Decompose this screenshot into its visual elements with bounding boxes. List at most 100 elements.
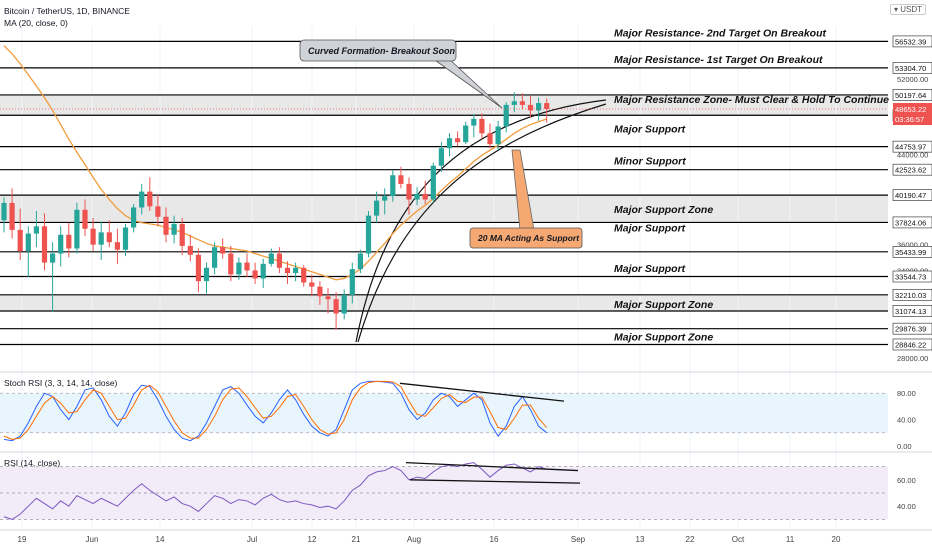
time-tick-label: 22 [686,535,695,544]
candle-body [244,262,250,271]
level-label: Major Support [614,123,686,135]
last-price-value: 48653.22 [895,105,926,114]
level-tag-text: 33544.73 [895,273,926,282]
curve-lower [357,103,607,343]
level-tag [892,216,932,229]
time-axis[interactable]: 19 Jun 14 Jul 12 21 Aug 16 Sep 13 22 Oct 11 20 [0,529,932,544]
callout-box [299,39,457,62]
level-tag [892,62,932,74]
level-tag-text: 53304.70 [895,64,926,73]
level-tag-text: 40190.47 [895,191,926,200]
level-label: Major Support [614,222,686,234]
candle-body [114,242,120,250]
ma-line [3,45,547,281]
candle-body [90,228,96,245]
level-tag [892,163,932,176]
time-tick-label: Sep [571,535,586,544]
candle-body [503,104,509,127]
last-price-tag [893,103,932,126]
level-tag [892,246,932,258]
level-tag-text: 31074.13 [895,307,926,316]
candle-body [276,253,282,268]
level-tag [892,305,932,317]
candle-body [33,226,39,234]
candle-body [284,267,291,274]
candle-body [301,267,307,283]
time-tick-label: Jul [247,535,257,544]
candle-body [390,175,396,197]
stoch-band [0,393,888,433]
level-tag-text: 37824.06 [895,218,926,227]
level-label: Major Support Zone [614,299,713,311]
rsi-lower-trendline [409,479,581,484]
price-tick-label: 36000.00 [897,241,928,250]
candle-body [171,223,177,235]
candle-body [260,263,266,279]
time-tick-label: 11 [786,535,795,544]
candle-body [106,232,112,243]
level-tag-text: 32210.03 [895,291,926,300]
candle-body [187,245,193,255]
candle-body [422,193,428,200]
candle-body [131,207,137,228]
candle-body [414,193,420,200]
zone-band [0,94,888,116]
candle-body [463,125,469,143]
zone-label: Major Resistance Zone- Must Clear & Hold… [614,94,889,106]
candle-body [268,253,274,264]
stoch-tick-label: 40.00 [897,416,916,425]
curve-upper [355,99,607,343]
level-tag-text: 42523.62 [895,166,926,175]
level-label: Minor Support [614,156,686,168]
candle-body [147,191,153,207]
candle-body [536,103,542,111]
stoch-tick-label: 80.00 [897,389,916,398]
rsi-tick-label: 40.00 [897,502,916,511]
currency-badge[interactable]: ▾ USDT [889,4,926,15]
level-tag-text: 28846.22 [895,340,926,349]
candle-body [50,253,56,263]
level-tag [892,288,932,301]
candle-body [519,101,525,105]
candle-body [236,262,242,275]
callout-text: 20 MA Acting As Support [477,233,580,243]
candle-body [220,247,226,254]
candle-body [382,196,388,201]
candle-body [479,118,485,134]
candle-body [163,216,169,235]
stoch-rsi-pane: 0.00 40.00 80.00 [0,371,932,451]
time-tick-label: Aug [407,535,421,544]
candle-body [544,103,550,110]
level-tag-text: 44753.97 [895,143,926,152]
candle-body [293,267,299,274]
candle-body [66,234,72,249]
time-tick-label: Jun [86,535,99,544]
ma-legend: MA (20, close, 0) [4,18,68,28]
rsi-tick-label: 60.00 [897,476,916,485]
stoch-tick-label: 0.00 [897,442,912,451]
zone-bands [0,94,888,311]
level-tag-text: 56532.39 [895,37,926,46]
candle-body [325,296,331,300]
candle-body [471,118,477,126]
candle-body [58,234,64,254]
stoch-pane-title: Stoch RSI (3, 3, 14, 14, close) [4,378,118,388]
candle-body [365,215,372,254]
candle-body [179,223,185,246]
price-axis[interactable]: 28000.0034000.0036000.0038000.0044000.00… [0,35,932,363]
candles [1,92,550,330]
stoch-trendline [399,382,565,402]
candle-body [41,226,48,263]
rsi-upper-trendline [405,461,579,472]
candle-body [406,183,412,200]
level-tag [892,270,932,283]
level-tag-text: 29876.39 [895,325,926,334]
level-tag [892,140,932,153]
rsi-line [3,462,547,520]
time-tick-label: 20 [832,535,841,544]
price-tick-label: 28000.00 [897,354,928,363]
time-tick-label: 21 [352,535,361,544]
time-tick-label: 12 [308,535,317,544]
candle-body [309,282,315,287]
